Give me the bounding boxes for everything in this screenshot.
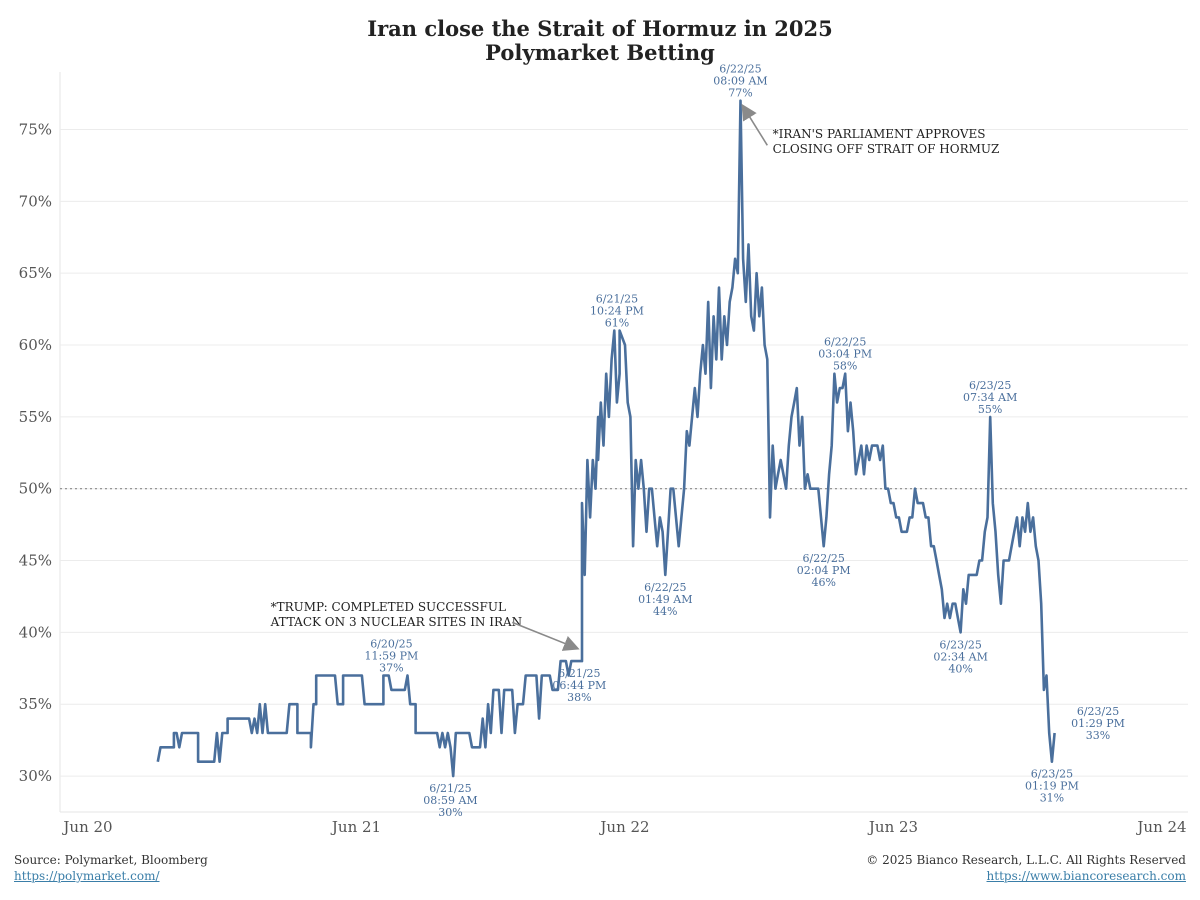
series-line <box>156 99 1056 778</box>
annotation-text: 11:59 PM <box>364 649 418 662</box>
copyright-text: © 2025 Bianco Research, L.L.C. All Right… <box>866 853 1186 867</box>
annotation-text: 6/20/25 <box>370 637 412 650</box>
y-tick-label: 50% <box>19 480 52 498</box>
footer-left: Source: Polymarket, Bloomberg https://po… <box>14 852 208 884</box>
x-tick-label: Jun 24 <box>1135 818 1186 836</box>
annotation-text: 6/23/25 <box>969 379 1011 392</box>
y-tick-label: 35% <box>19 695 52 713</box>
y-tick-label: 40% <box>19 623 52 641</box>
y-tick-label: 75% <box>19 120 52 138</box>
x-tick-label: Jun 20 <box>61 818 112 836</box>
y-tick-label: 70% <box>19 192 52 210</box>
annotation-text: 01:49 AM <box>638 593 692 606</box>
annotation-text: 55% <box>978 403 1002 416</box>
annotation-text: 03:04 PM <box>818 348 872 361</box>
y-tick-label: 65% <box>19 264 52 282</box>
annotation-text: 6/22/25 <box>824 336 866 349</box>
annotation-text: 61% <box>605 317 629 330</box>
callout-arrow <box>741 103 768 146</box>
callout-text: CLOSING OFF STRAIT OF HORMUZ <box>773 142 1000 156</box>
x-tick-label: Jun 22 <box>598 818 649 836</box>
annotation-text: 30% <box>438 806 462 819</box>
y-tick-label: 60% <box>19 336 52 354</box>
annotation-text: 38% <box>567 691 591 704</box>
callout-text: *IRAN'S PARLIAMENT APPROVES <box>773 127 986 141</box>
annotation-text: 6/23/25 <box>939 638 981 651</box>
annotation-text: 6/21/25 <box>429 782 471 795</box>
source-link[interactable]: https://polymarket.com/ <box>14 869 160 883</box>
annotation-text: 6/22/25 <box>644 581 686 594</box>
annotation-text: 08:09 AM <box>713 75 767 88</box>
annotation-text: 40% <box>948 662 972 675</box>
source-text: Source: Polymarket, Bloomberg <box>14 853 208 867</box>
annotation-text: 6/22/25 <box>802 552 844 565</box>
annotation-text: 01:19 PM <box>1025 780 1079 793</box>
annotation-text: 44% <box>653 605 677 618</box>
site-link[interactable]: https://www.biancoresearch.com <box>986 869 1186 883</box>
chart-title-line-1: Iran close the Strait of Hormuz in 2025 <box>367 16 833 41</box>
annotation-text: 46% <box>811 576 835 589</box>
callout-text: ATTACK ON 3 NUCLEAR SITES IN IRAN <box>270 615 523 629</box>
plot-area: 30% 35% 40% 45% 50% 55% 60% 65% 70% 75% Jun 20 Jun … <box>19 63 1188 836</box>
y-tick-label: 55% <box>19 408 52 426</box>
annotation-text: 37% <box>379 661 403 674</box>
y-tick-label: 30% <box>19 767 52 785</box>
annotation-text: 6/22/25 <box>719 63 761 76</box>
annotation-text: 6/21/25 <box>558 667 600 680</box>
callout-arrow <box>511 621 580 651</box>
annotation-text: 06:44 PM <box>552 679 606 692</box>
chart-title-line-2: Polymarket Betting <box>485 40 715 65</box>
x-tick-label: Jun 23 <box>867 818 918 836</box>
annotation-text: 01:29 PM <box>1071 717 1125 730</box>
annotation-text: 6/23/25 <box>1077 705 1119 718</box>
annotation-text: 07:34 AM <box>963 391 1017 404</box>
annotation-text: 58% <box>833 360 857 373</box>
x-tick-label: Jun 21 <box>330 818 381 836</box>
annotation-text: 02:34 AM <box>933 650 987 663</box>
annotation-text: 02:04 PM <box>797 564 851 577</box>
annotation-text: 31% <box>1040 792 1064 805</box>
y-tick-label: 45% <box>19 552 52 570</box>
annotation-text: 6/23/25 <box>1031 768 1073 781</box>
annotation-text: 77% <box>728 87 752 100</box>
annotation-text: 10:24 PM <box>590 305 644 318</box>
annotation-text: 33% <box>1086 729 1110 742</box>
annotation-text: 6/21/25 <box>596 293 638 306</box>
annotation-text: 08:59 AM <box>423 794 477 807</box>
callout-text: *TRUMP: COMPLETED SUCCESSFUL <box>271 600 506 614</box>
footer-right: © 2025 Bianco Research, L.L.C. All Right… <box>866 852 1186 884</box>
